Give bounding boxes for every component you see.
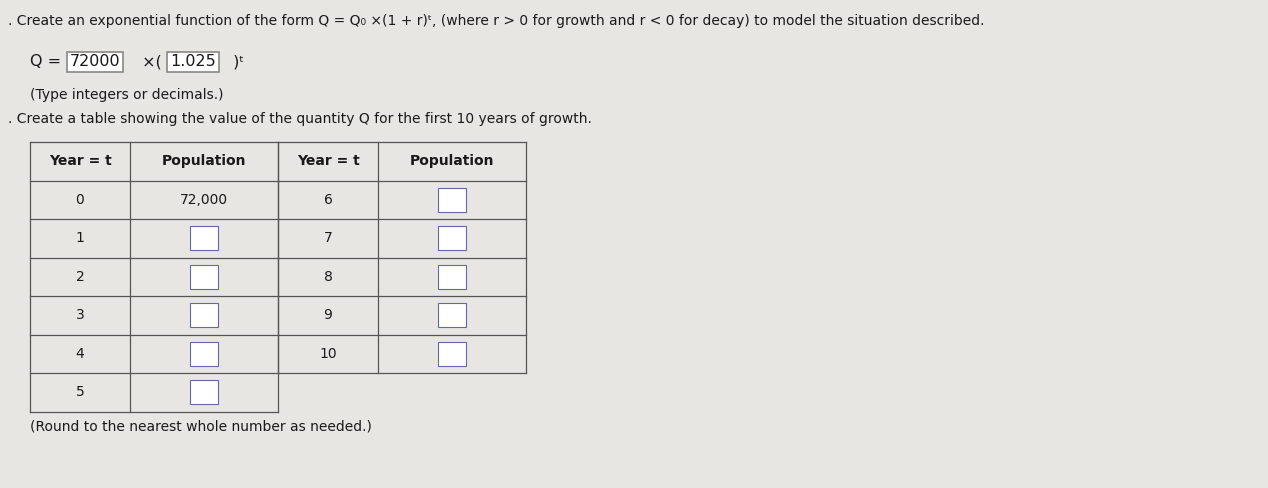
- Text: 3: 3: [76, 308, 85, 322]
- Text: 1: 1: [76, 231, 85, 245]
- Text: (Type integers or decimals.): (Type integers or decimals.): [30, 88, 223, 102]
- Text: 6: 6: [323, 193, 332, 207]
- FancyBboxPatch shape: [190, 303, 218, 327]
- Text: Population: Population: [410, 154, 495, 168]
- Text: 8: 8: [323, 270, 332, 284]
- FancyBboxPatch shape: [190, 380, 218, 404]
- FancyBboxPatch shape: [437, 342, 467, 366]
- Text: . Create an exponential function of the form Q = Q₀ ×(1 + r)ᵗ, (where r > 0 for : . Create an exponential function of the …: [8, 14, 984, 28]
- Text: 2: 2: [76, 270, 85, 284]
- Text: Q =: Q =: [30, 55, 66, 69]
- FancyBboxPatch shape: [437, 188, 467, 212]
- Text: 5: 5: [76, 385, 85, 399]
- Text: 7: 7: [323, 231, 332, 245]
- Text: 0: 0: [76, 193, 85, 207]
- Text: )ᵗ: )ᵗ: [228, 55, 245, 69]
- FancyBboxPatch shape: [437, 265, 467, 289]
- Text: 72,000: 72,000: [180, 193, 228, 207]
- Text: Population: Population: [162, 154, 246, 168]
- FancyBboxPatch shape: [190, 342, 218, 366]
- Text: . Create a table showing the value of the quantity Q for the first 10 years of g: . Create a table showing the value of th…: [8, 112, 592, 126]
- Text: 72000: 72000: [70, 55, 120, 69]
- FancyBboxPatch shape: [437, 303, 467, 327]
- Text: 9: 9: [323, 308, 332, 322]
- Text: ×(: ×(: [137, 55, 167, 69]
- Text: 4: 4: [76, 347, 85, 361]
- FancyBboxPatch shape: [190, 226, 218, 250]
- FancyBboxPatch shape: [190, 265, 218, 289]
- Text: Year = t: Year = t: [48, 154, 112, 168]
- Text: 10: 10: [320, 347, 337, 361]
- Text: Year = t: Year = t: [297, 154, 359, 168]
- Text: 1.025: 1.025: [170, 55, 216, 69]
- FancyBboxPatch shape: [437, 226, 467, 250]
- Text: (Round to the nearest whole number as needed.): (Round to the nearest whole number as ne…: [30, 420, 372, 433]
